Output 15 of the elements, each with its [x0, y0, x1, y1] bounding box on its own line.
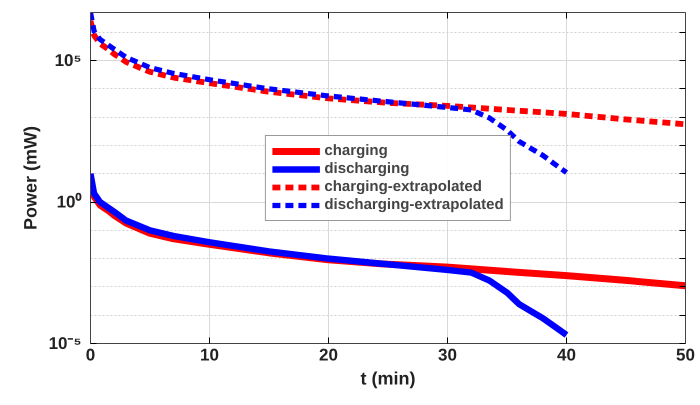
legend-label: discharging: [324, 160, 410, 178]
legend-label: charging-extrapolated: [324, 178, 482, 196]
x-tick-label: 0: [86, 346, 96, 364]
x-tick-label: 50: [676, 346, 695, 364]
y-tick-label: 10⁵: [54, 51, 82, 70]
x-axis-title: t (min): [360, 368, 416, 388]
x-tick-label: 30: [438, 346, 457, 364]
x-tick-label: 20: [319, 346, 338, 364]
legend-label: charging: [324, 142, 388, 160]
y-tick-label: 10⁰: [56, 192, 82, 212]
x-tick-label: 10: [200, 346, 219, 364]
y-axis-title: Power (mW): [20, 126, 41, 230]
x-tick-label: 40: [557, 346, 576, 364]
legend-label: discharging-extrapolated: [324, 196, 504, 214]
y-tick-label: 10⁻⁵: [48, 334, 82, 353]
